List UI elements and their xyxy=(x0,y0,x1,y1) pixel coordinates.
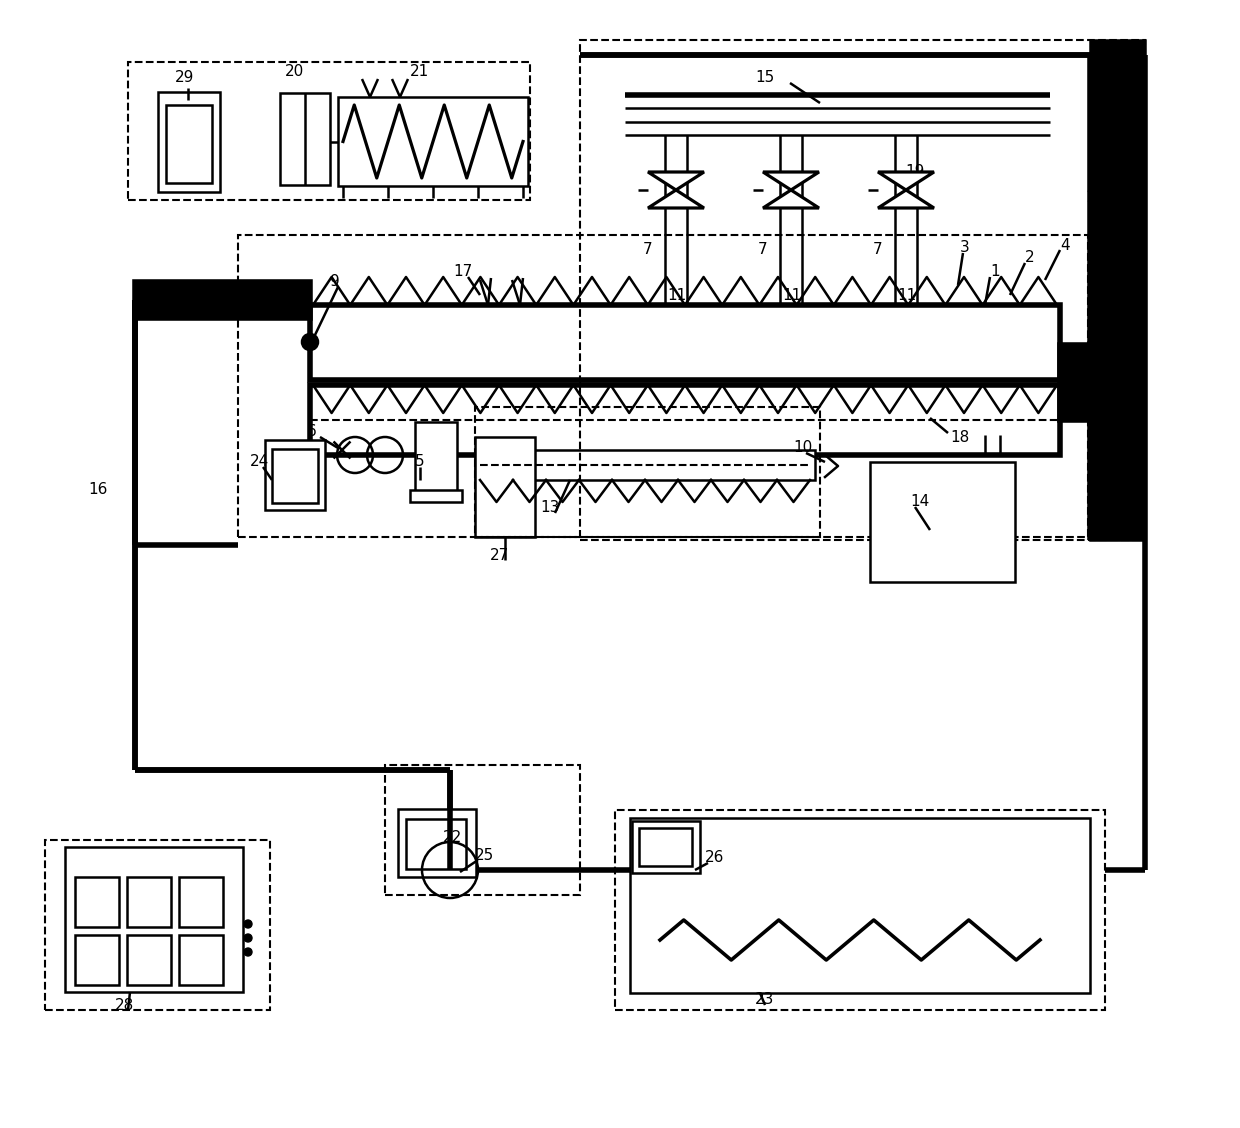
Bar xyxy=(632,821,701,873)
Text: 8: 8 xyxy=(1068,354,1078,370)
Bar xyxy=(398,809,476,876)
Bar xyxy=(179,876,223,927)
Text: 20: 20 xyxy=(285,64,304,79)
Text: 11: 11 xyxy=(897,289,916,303)
Text: 18: 18 xyxy=(950,431,970,446)
Bar xyxy=(1090,39,1145,540)
Text: 26: 26 xyxy=(706,851,724,865)
Bar xyxy=(64,847,243,992)
Polygon shape xyxy=(878,171,934,190)
Text: 12: 12 xyxy=(1085,191,1105,205)
Bar xyxy=(384,765,580,895)
Bar xyxy=(272,449,317,503)
Bar xyxy=(310,305,1060,380)
Polygon shape xyxy=(649,190,704,208)
Bar xyxy=(126,935,171,985)
Text: 17: 17 xyxy=(453,264,472,280)
Bar xyxy=(615,810,1105,1010)
Polygon shape xyxy=(878,190,934,208)
Bar xyxy=(238,235,1087,537)
Bar xyxy=(157,92,219,192)
Bar xyxy=(475,407,820,537)
Polygon shape xyxy=(763,190,818,208)
Text: 3: 3 xyxy=(960,240,970,256)
Bar xyxy=(475,437,534,537)
Bar xyxy=(179,935,223,985)
Text: 10: 10 xyxy=(794,441,812,456)
Text: 21: 21 xyxy=(410,64,429,79)
Bar xyxy=(410,490,463,502)
Text: 7: 7 xyxy=(758,243,768,257)
Bar xyxy=(126,876,171,927)
Bar xyxy=(630,818,1090,993)
Bar xyxy=(265,440,325,510)
Bar xyxy=(166,105,212,183)
Bar xyxy=(74,935,119,985)
Text: 24: 24 xyxy=(250,455,269,469)
Bar xyxy=(74,876,119,927)
Text: 2: 2 xyxy=(1025,250,1034,265)
Bar xyxy=(310,385,1060,455)
Text: 7: 7 xyxy=(644,243,652,257)
Text: 29: 29 xyxy=(175,70,195,86)
Bar xyxy=(415,422,458,497)
Circle shape xyxy=(244,948,252,957)
Bar xyxy=(1060,345,1090,420)
Text: 23: 23 xyxy=(755,993,774,1007)
Text: 11: 11 xyxy=(667,289,686,303)
Bar xyxy=(639,828,692,866)
Text: 22: 22 xyxy=(443,829,463,845)
Text: 28: 28 xyxy=(115,997,134,1013)
Circle shape xyxy=(244,934,252,942)
Bar xyxy=(405,819,466,869)
Text: 1: 1 xyxy=(990,264,999,280)
Text: 25: 25 xyxy=(475,847,495,863)
Text: 4: 4 xyxy=(1060,238,1070,253)
Text: 11: 11 xyxy=(782,289,801,303)
Text: 9: 9 xyxy=(330,274,340,290)
Bar xyxy=(280,92,330,185)
Bar xyxy=(339,97,528,186)
Text: 13: 13 xyxy=(539,501,559,515)
Bar xyxy=(870,462,1016,582)
Text: 19: 19 xyxy=(905,165,924,179)
Circle shape xyxy=(244,920,252,928)
Text: 5: 5 xyxy=(415,455,424,469)
Text: 15: 15 xyxy=(755,70,774,86)
Text: 16: 16 xyxy=(1100,341,1120,355)
Text: 7: 7 xyxy=(873,243,883,257)
Bar xyxy=(135,282,310,318)
Polygon shape xyxy=(649,171,704,190)
Bar xyxy=(580,39,1145,540)
Text: 6: 6 xyxy=(308,424,316,440)
Circle shape xyxy=(303,334,317,350)
Text: 14: 14 xyxy=(910,494,929,510)
Bar xyxy=(45,840,270,1010)
Bar xyxy=(128,62,529,200)
Text: 16: 16 xyxy=(88,483,108,497)
Bar xyxy=(475,450,815,481)
Text: 27: 27 xyxy=(490,547,510,563)
Polygon shape xyxy=(763,171,818,190)
